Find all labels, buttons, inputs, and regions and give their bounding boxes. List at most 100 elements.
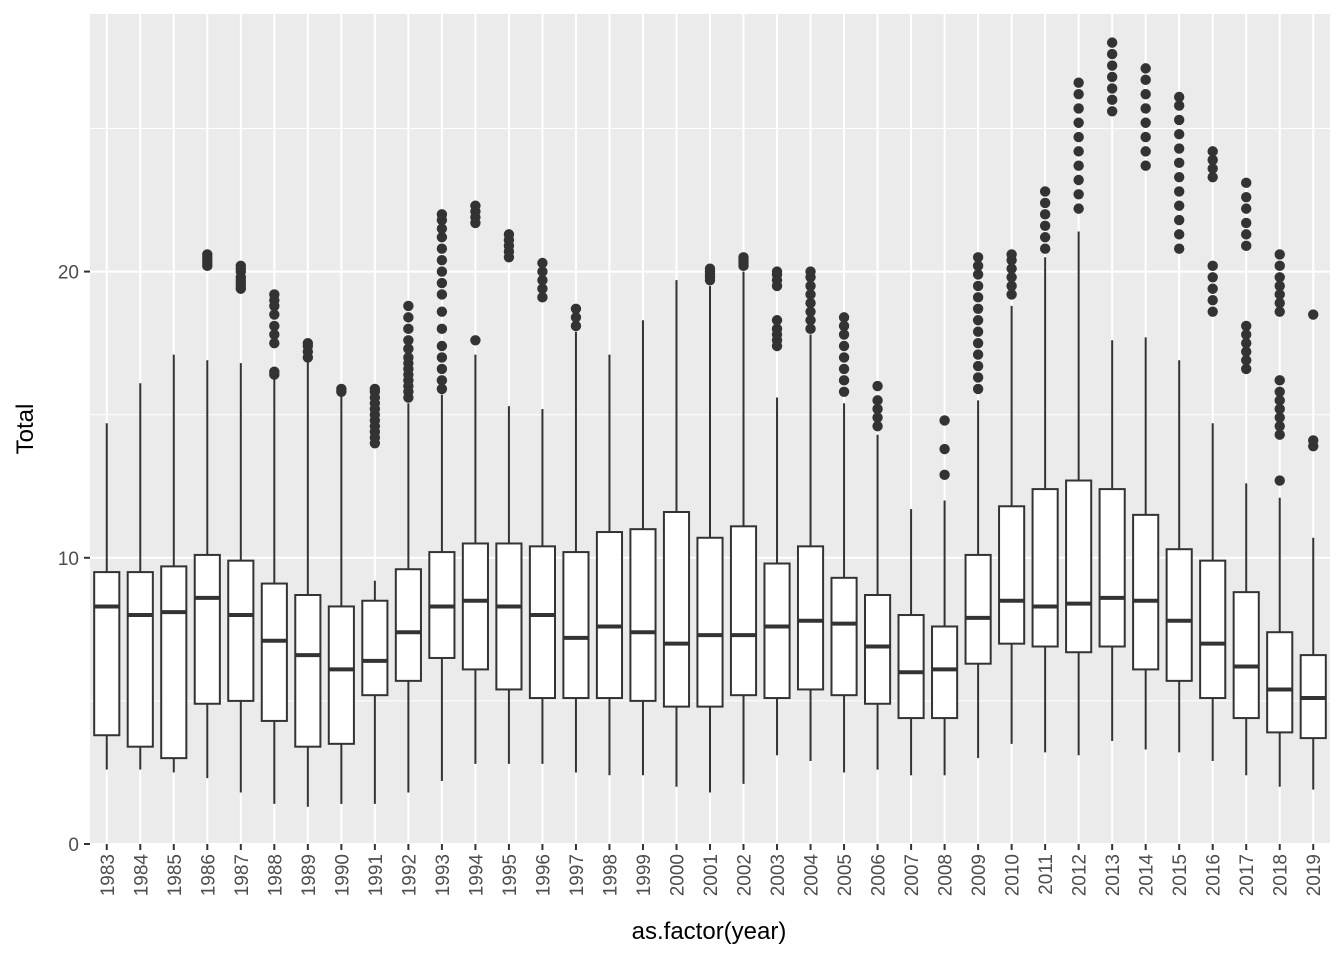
box-iqr xyxy=(260,582,288,722)
box-iqr xyxy=(1132,513,1160,671)
outlier-point xyxy=(771,315,783,326)
outlier-point xyxy=(1274,306,1285,317)
box-iqr xyxy=(193,553,221,705)
box-2006 xyxy=(864,380,892,770)
outlier-point xyxy=(436,340,448,352)
box-iqr xyxy=(461,542,489,671)
outlier-point xyxy=(1241,346,1252,357)
outlier-point xyxy=(939,443,950,455)
box-iqr xyxy=(1266,631,1294,734)
outlier-point xyxy=(1241,355,1252,366)
outlier-point xyxy=(972,337,984,349)
outlier-point xyxy=(1241,329,1252,340)
box-1985 xyxy=(160,354,188,773)
x-tick-label: 1984 xyxy=(131,854,152,897)
outlier-point xyxy=(1274,289,1285,300)
outlier-point xyxy=(1207,295,1218,306)
x-tick-label: 2015 xyxy=(1170,854,1191,896)
x-tick-label: 2006 xyxy=(869,854,890,896)
outlier-point xyxy=(872,380,883,392)
box-iqr xyxy=(1065,479,1093,654)
outlier-point xyxy=(436,323,448,335)
outlier-point xyxy=(436,232,448,243)
outlier-point xyxy=(838,386,850,397)
outlier-point xyxy=(1274,412,1285,423)
outlier-point xyxy=(1241,177,1252,189)
outlier-point xyxy=(1274,395,1285,406)
box-iqr xyxy=(595,531,624,700)
box-series xyxy=(93,37,1327,807)
outlier-point xyxy=(771,266,783,277)
outlier-point xyxy=(1106,106,1118,117)
box-2001 xyxy=(696,263,724,793)
box-iqr xyxy=(1165,548,1193,682)
box-2003 xyxy=(763,266,791,756)
outlier-point xyxy=(1073,160,1084,171)
outlier-point xyxy=(1006,263,1017,274)
outlier-point xyxy=(1073,88,1084,100)
box-2019 xyxy=(1299,309,1327,790)
outlier-point xyxy=(1039,186,1051,197)
box-2013 xyxy=(1098,37,1126,741)
outlier-point xyxy=(1006,272,1017,283)
outlier-point xyxy=(1106,94,1118,106)
box-iqr xyxy=(1098,488,1126,648)
y-axis: 0 10 20 xyxy=(58,263,90,856)
box-iqr xyxy=(361,599,389,697)
outlier-point xyxy=(1173,186,1185,197)
box-1989 xyxy=(294,337,322,807)
x-axis-title: as.factor(year) xyxy=(632,918,787,945)
box-iqr xyxy=(1232,591,1260,720)
outlier-point xyxy=(838,340,850,352)
outlier-point xyxy=(1073,203,1084,214)
x-tick-label: 2001 xyxy=(701,854,722,896)
outlier-point xyxy=(1140,88,1151,100)
outlier-point xyxy=(1308,309,1319,320)
x-tick-label: 1991 xyxy=(366,854,387,896)
outlier-point xyxy=(1241,217,1252,229)
outlier-point xyxy=(1140,131,1151,143)
box-1994 xyxy=(461,200,489,764)
outlier-point xyxy=(1274,403,1285,415)
outlier-point xyxy=(1106,83,1118,94)
outlier-point xyxy=(838,352,850,363)
x-tick-label: 2017 xyxy=(1237,854,1258,896)
box-1996 xyxy=(528,257,557,764)
box-1998 xyxy=(595,354,624,776)
box-iqr xyxy=(931,625,959,720)
outlier-point xyxy=(269,337,280,349)
outlier-point xyxy=(805,306,816,317)
outlier-point xyxy=(1207,154,1218,166)
box-2004 xyxy=(796,266,825,761)
box-iqr xyxy=(629,528,657,702)
outlier-point xyxy=(805,297,816,309)
outlier-point xyxy=(1173,91,1185,103)
outlier-point xyxy=(436,243,448,254)
outlier-point xyxy=(805,323,816,335)
x-tick-label: 1992 xyxy=(399,854,420,896)
outlier-point xyxy=(436,223,448,234)
box-iqr xyxy=(93,571,121,737)
outlier-point xyxy=(1073,189,1084,200)
outlier-point xyxy=(872,420,883,432)
outlier-point xyxy=(403,343,414,355)
outlier-point xyxy=(972,372,984,383)
outlier-point xyxy=(838,312,850,323)
outlier-point xyxy=(1173,171,1185,183)
box-iqr xyxy=(897,614,925,720)
outlier-point xyxy=(1207,171,1218,183)
x-tick-label: 1989 xyxy=(299,854,320,896)
outlier-point xyxy=(1274,297,1285,309)
outlier-point xyxy=(1140,146,1151,157)
outlier-point xyxy=(1274,420,1285,432)
outlier-point xyxy=(972,303,984,314)
outlier-point xyxy=(838,375,850,386)
outlier-point xyxy=(302,337,314,349)
x-tick-label: 1998 xyxy=(600,854,621,896)
outlier-point xyxy=(269,289,280,300)
box-2018 xyxy=(1266,249,1294,787)
outlier-point xyxy=(1006,249,1017,260)
outlier-point xyxy=(1241,363,1252,375)
outlier-point xyxy=(1173,157,1185,169)
outlier-point xyxy=(1274,260,1285,272)
